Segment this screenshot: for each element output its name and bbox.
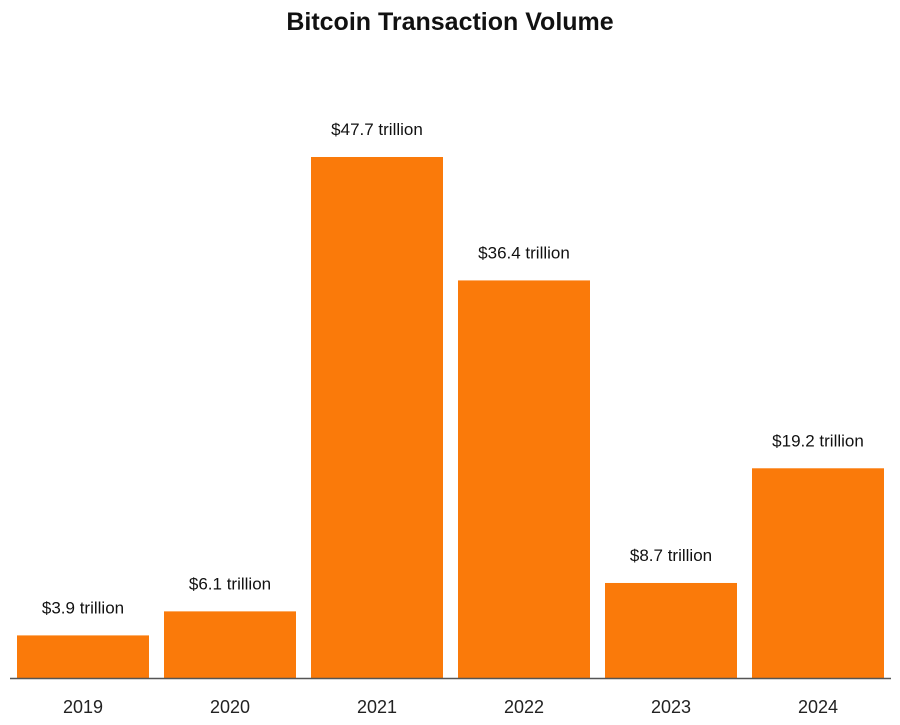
bar-2022 [458,280,590,678]
data-label: $8.7 trillion [630,546,712,565]
bar-2023 [605,582,737,678]
x-tick-label: 2023 [651,697,691,717]
bar-2024 [752,468,884,678]
chart-title: Bitcoin Transaction Volume [286,8,614,36]
data-label: $36.4 trillion [478,243,570,262]
data-label: $19.2 trillion [772,431,864,450]
x-tick-label: 2020 [210,697,250,717]
x-tick-label: 2024 [798,697,838,717]
x-tick-label: 2021 [357,697,397,717]
data-label: $47.7 trillion [331,120,423,139]
x-tick-label: 2019 [63,697,103,717]
data-label: $3.9 trillion [42,598,124,617]
bar-2019 [17,635,149,678]
bar-2021 [311,157,443,678]
x-tick-label: 2022 [504,697,544,717]
bar-2020 [164,611,296,678]
data-label: $6.1 trillion [189,574,271,593]
